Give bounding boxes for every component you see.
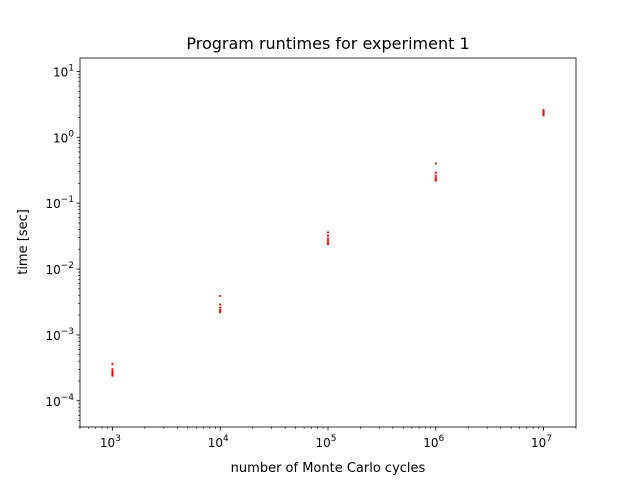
- data-point: [111, 368, 114, 371]
- x-tick-label: 105: [315, 434, 336, 450]
- data-point: [326, 231, 330, 234]
- tick-labels: 103 104 105 106 107 10−4 10−3 10−2 10−1 100 101: [45, 63, 552, 450]
- y-tick-label: 10−1: [45, 195, 74, 211]
- minor-ticks: [78, 74, 577, 429]
- x-tick-label: 106: [423, 434, 444, 450]
- data-point: [111, 374, 114, 377]
- data-point: [219, 294, 222, 298]
- data-point: [434, 162, 437, 165]
- y-tick-label: 10−2: [45, 261, 74, 277]
- data-point: [111, 363, 114, 366]
- data-points: [111, 108, 545, 377]
- y-tick-label: 100: [53, 129, 74, 145]
- data-point: [326, 239, 330, 242]
- data-point: [434, 174, 437, 177]
- data-point: [219, 306, 222, 309]
- data-point: [542, 114, 545, 117]
- data-point: [542, 108, 545, 112]
- data-point: [326, 242, 330, 246]
- x-tick-label: 104: [208, 434, 229, 450]
- y-axis-label: time [sec]: [16, 209, 31, 275]
- plot-area: [76, 57, 577, 431]
- y-tick-label: 10−3: [45, 327, 74, 343]
- x-axis-label: number of Monte Carlo cycles: [231, 461, 426, 476]
- y-tick-label: 101: [53, 63, 74, 79]
- data-point: [434, 179, 437, 182]
- data-point: [434, 171, 437, 174]
- data-point: [219, 311, 222, 314]
- y-tick-label: 10−4: [45, 393, 74, 409]
- data-point: [326, 237, 330, 240]
- x-tick-label: 107: [531, 434, 552, 450]
- data-point: [219, 303, 222, 306]
- chart-title: Program runtimes for experiment 1: [186, 34, 469, 53]
- x-tick-label: 103: [100, 434, 121, 450]
- data-point: [326, 234, 330, 237]
- major-ticks: [76, 71, 544, 431]
